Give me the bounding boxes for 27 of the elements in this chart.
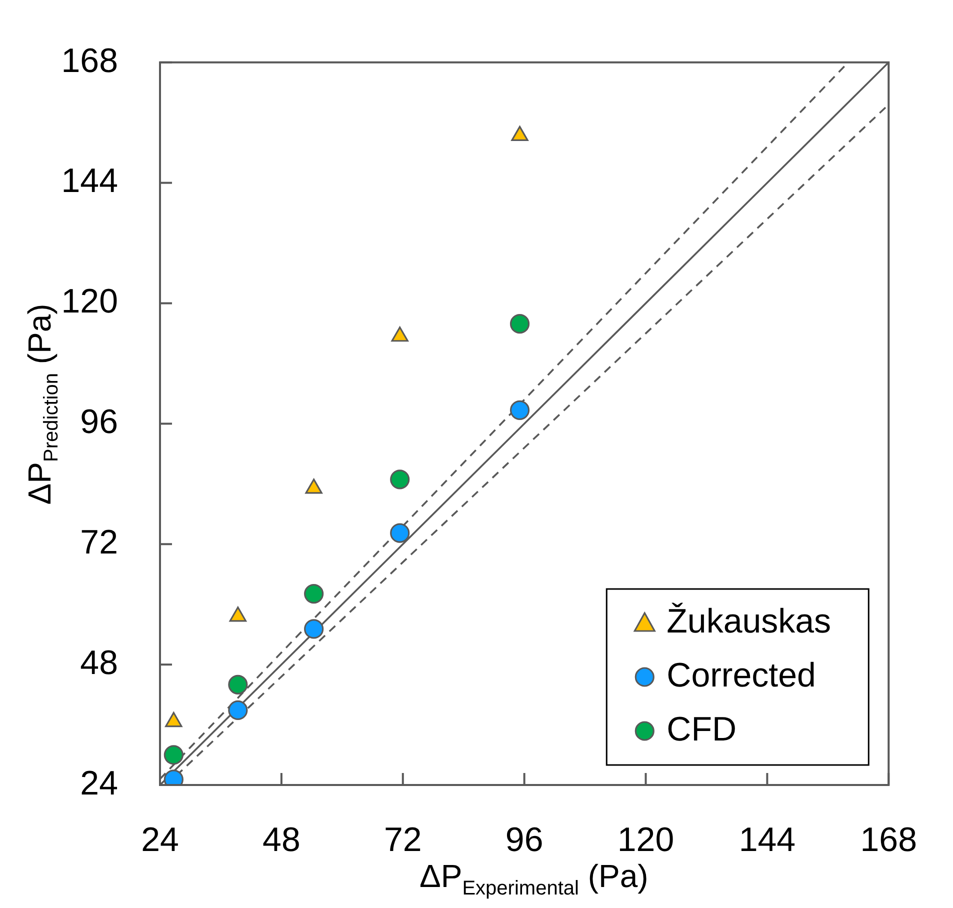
point	[510, 400, 530, 420]
y-tick-label: 24	[80, 764, 118, 802]
y-tick-label: 120	[61, 282, 118, 321]
point	[228, 700, 248, 720]
point	[228, 674, 248, 694]
x-tick-label: 96	[505, 820, 544, 859]
x-tick-label: 168	[860, 820, 918, 859]
x-tick-label: 24	[141, 820, 179, 859]
x-tick-label: 72	[384, 820, 422, 859]
legend-label: CFD	[666, 710, 737, 748]
point	[390, 470, 410, 490]
point	[390, 523, 410, 543]
y-tick-label: 144	[61, 162, 118, 200]
legend-label: Žukauskas	[666, 602, 832, 640]
y-tick-label: 72	[80, 524, 118, 562]
y-tick-label: 48	[80, 644, 118, 682]
x-tick-label: 120	[617, 820, 674, 859]
point	[164, 745, 184, 765]
x-tick-label: 144	[738, 820, 796, 859]
y-tick-label: 96	[80, 403, 118, 442]
point	[510, 314, 530, 334]
legend-label: Corrected	[666, 656, 816, 694]
point	[304, 584, 324, 604]
y-tick-label: 168	[61, 42, 118, 80]
x-tick-label: 48	[262, 820, 300, 859]
point	[304, 619, 324, 639]
x-axis-title: ΔP$_{Experimental}$ (Pa)	[420, 858, 648, 900]
